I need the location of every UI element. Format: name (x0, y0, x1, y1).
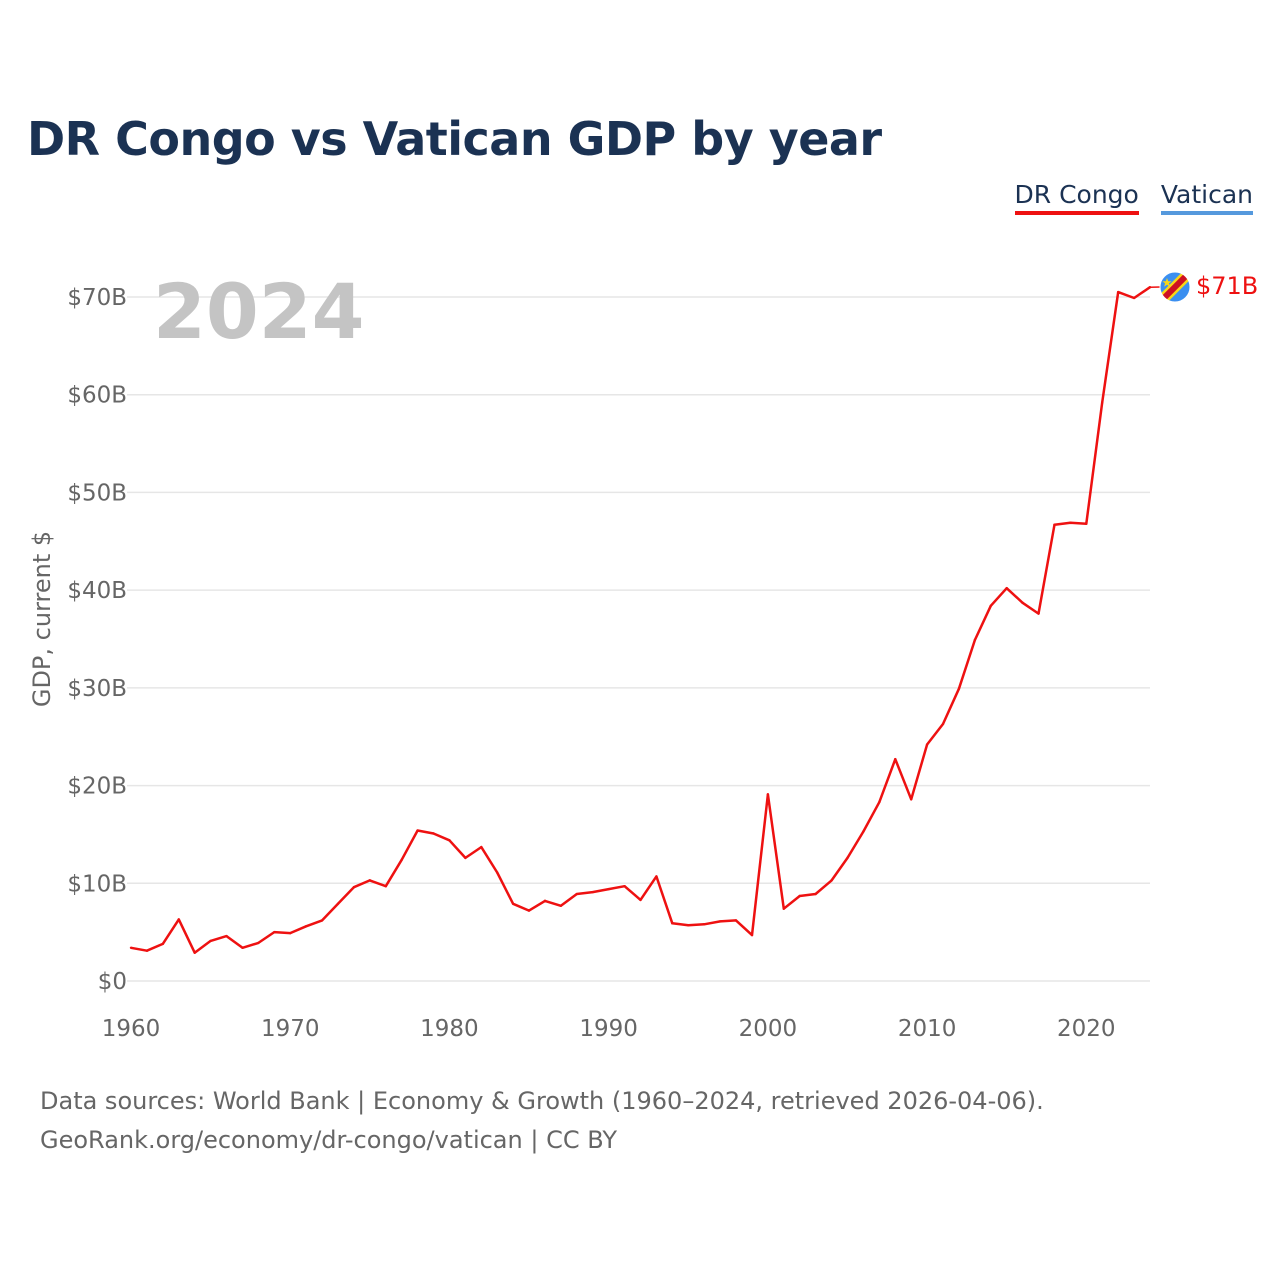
data-point (687, 924, 690, 927)
data-point (177, 918, 180, 921)
data-point (671, 922, 674, 925)
y-tick-label: $10B (67, 871, 127, 897)
data-point (304, 925, 308, 928)
footer-url: GeoRank.org/economy/dr-congo/vatican | C… (40, 1126, 618, 1154)
data-point (782, 907, 785, 910)
data-point (209, 939, 212, 943)
data-point (941, 722, 945, 726)
data-point (909, 798, 913, 801)
data-point (496, 871, 499, 874)
y-axis-ticks: $0 $10B $20B $30B $40B $50B $60B $70B (67, 285, 127, 995)
data-point (575, 892, 579, 896)
x-axis-ticks: 1960 1970 1980 1990 2000 2010 2020 (102, 1016, 1116, 1042)
dr-congo-flag-icon (1159, 271, 1191, 303)
y-axis-label: GDP, current $ (28, 531, 56, 707)
x-tick-label: 2000 (739, 1016, 798, 1042)
end-value-label: $71B (1196, 272, 1258, 300)
data-point (655, 875, 658, 878)
legend: DR Congo Vatican (1014, 180, 1253, 215)
x-tick-label: 1970 (261, 1016, 320, 1042)
data-point (830, 879, 833, 882)
series-line-dr-congo (130, 286, 1151, 954)
data-point (543, 899, 547, 903)
data-point (878, 800, 881, 804)
data-point (1116, 290, 1120, 294)
data-point (1037, 612, 1040, 615)
data-point (480, 845, 483, 849)
data-point (623, 885, 626, 888)
data-point (718, 920, 722, 923)
data-point (448, 839, 451, 842)
footer-sources: Data sources: World Bank | Economy & Gro… (40, 1087, 1044, 1115)
data-point (1069, 521, 1072, 524)
x-tick-label: 1980 (420, 1016, 479, 1042)
data-point (1053, 523, 1056, 526)
data-point (973, 638, 977, 642)
data-point (1132, 296, 1136, 300)
data-point (257, 941, 260, 945)
y-tick-label: $70B (67, 285, 127, 311)
data-point (750, 933, 754, 937)
data-point (814, 892, 817, 896)
data-point (798, 894, 801, 898)
x-tick-label: 2010 (898, 1016, 957, 1042)
x-tick-label: 2020 (1057, 1016, 1116, 1042)
data-point (527, 909, 531, 912)
data-point (432, 832, 435, 835)
gridlines (127, 296, 1150, 982)
data-point (289, 931, 292, 935)
data-point (225, 934, 228, 938)
data-point (559, 904, 563, 907)
footer: Data sources: World Bank | Economy & Gro… (40, 1082, 1044, 1160)
year-watermark: 2024 (153, 267, 365, 356)
data-point (384, 885, 387, 888)
data-point (241, 946, 244, 949)
data-point (1101, 401, 1104, 404)
y-tick-label: $40B (67, 578, 127, 604)
legend-item-dr-congo[interactable]: DR Congo (1014, 180, 1139, 215)
y-tick-label: $0 (98, 969, 127, 995)
data-point (607, 887, 610, 891)
data-point (1005, 586, 1008, 590)
data-point (336, 902, 340, 906)
y-tick-label: $20B (67, 774, 127, 800)
data-point (161, 942, 165, 946)
y-tick-label: $30B (67, 676, 127, 702)
data-point (591, 890, 594, 894)
data-point (145, 949, 149, 952)
gdp-line-chart: $0$10B$20B$30B$40B$50B$60B$70B 1960 1970 1… (28, 267, 1258, 1042)
data-point (464, 856, 467, 860)
data-point (639, 898, 642, 902)
data-points (129, 286, 1152, 954)
data-point (352, 885, 356, 889)
data-point (925, 743, 929, 746)
data-point (894, 757, 897, 761)
data-point (957, 687, 961, 691)
x-tick-label: 1990 (579, 1016, 638, 1042)
data-point (320, 919, 324, 922)
y-tick-label: $50B (67, 480, 127, 506)
data-point (416, 829, 419, 832)
data-point (989, 604, 992, 607)
data-point (1021, 601, 1024, 605)
legend-item-vatican[interactable]: Vatican (1160, 180, 1253, 215)
data-point (368, 879, 372, 882)
data-point (273, 930, 276, 934)
data-point (511, 902, 515, 906)
data-point (1085, 522, 1088, 525)
data-point (846, 856, 849, 860)
data-point (862, 830, 865, 833)
chart-title: DR Congo vs Vatican GDP by year (27, 112, 882, 166)
data-point (766, 793, 770, 796)
x-tick-label: 1960 (102, 1016, 161, 1042)
data-point (400, 858, 403, 862)
data-point (193, 951, 196, 954)
data-point (734, 919, 738, 922)
y-tick-label: $60B (67, 383, 127, 409)
data-point (129, 946, 133, 949)
data-point (702, 923, 706, 926)
